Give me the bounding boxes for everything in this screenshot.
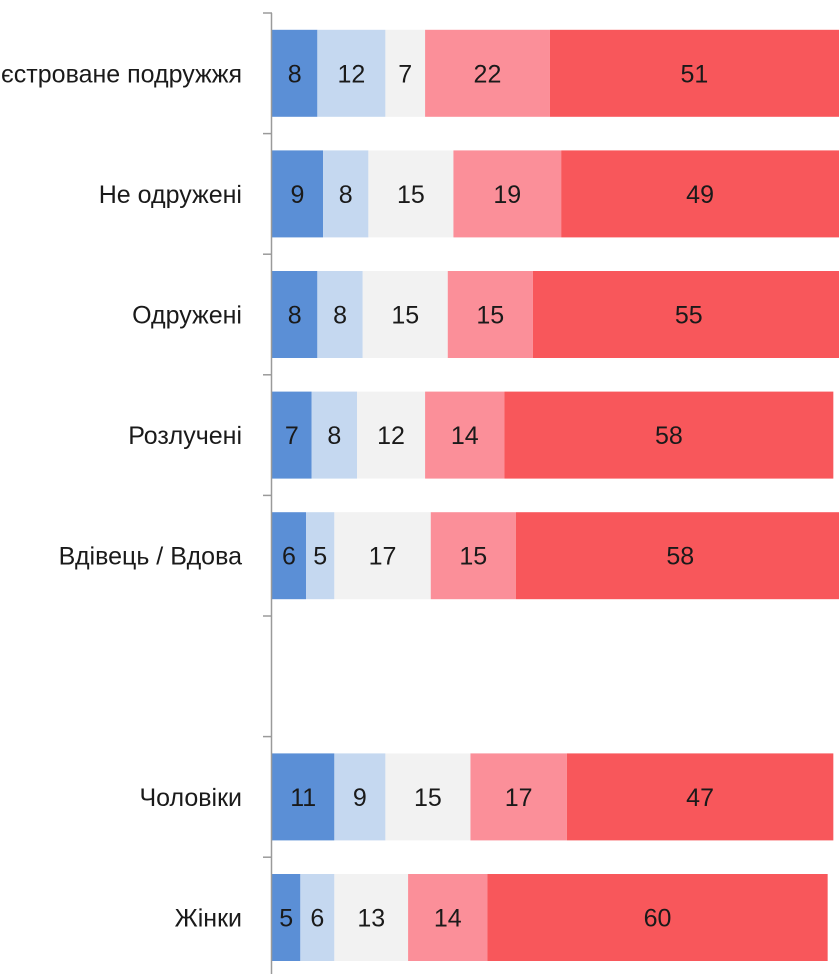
data-label: 8	[339, 181, 353, 209]
data-label: 15	[391, 302, 419, 330]
bar-segment	[357, 391, 426, 479]
category-label: Розлучені	[128, 422, 242, 450]
data-label: 60	[644, 905, 672, 933]
data-label: 11	[290, 784, 316, 812]
bars-layer: 8 12 7 22 519 8 15 19 498 8 15 15 557 8 12 14 586 5 17 15 58…	[272, 29, 839, 961]
data-label: 7	[285, 422, 299, 450]
category-axis	[263, 12, 273, 974]
category-label: Жінки	[175, 905, 242, 933]
bar-segment	[334, 874, 409, 961]
data-label: 14	[451, 422, 479, 450]
data-label: 17	[369, 543, 397, 571]
data-label: 8	[327, 422, 341, 450]
data-label: 58	[655, 422, 683, 450]
category-label: Одружені	[132, 302, 242, 330]
data-label: 12	[337, 60, 365, 88]
bar-segment	[334, 512, 431, 600]
bar-segment	[504, 391, 834, 479]
category-label: Вдівець / Вдова	[59, 543, 243, 571]
bar-segment	[549, 29, 839, 117]
data-label: 9	[353, 784, 367, 812]
bar-segment	[447, 271, 533, 358]
data-label: 12	[377, 422, 405, 450]
bar-segment	[311, 391, 358, 479]
bar-segment	[272, 271, 318, 358]
bar-segment	[272, 391, 312, 479]
bar-segment	[317, 271, 363, 358]
data-label: 13	[357, 905, 385, 933]
data-label: 7	[398, 60, 412, 88]
bar-segment	[532, 271, 839, 358]
bar-segment	[368, 150, 454, 238]
bar-segment	[470, 753, 567, 841]
data-label: 15	[414, 784, 442, 812]
bar-segment	[272, 150, 324, 238]
data-label: 17	[505, 784, 533, 812]
category-label: Не одружені	[99, 181, 242, 209]
data-label: 9	[291, 181, 305, 209]
data-label: 8	[333, 302, 347, 330]
data-label: 47	[686, 784, 714, 812]
bar-segment	[272, 29, 318, 117]
data-label: 15	[397, 181, 425, 209]
data-label: 8	[288, 302, 302, 330]
bar-segment	[323, 150, 369, 238]
data-label: 22	[474, 60, 502, 88]
bar-segment	[385, 29, 426, 117]
category-label: Незареєстроване подружжя	[0, 60, 242, 88]
data-label: 58	[666, 543, 694, 571]
data-label: 8	[288, 60, 302, 88]
bar-segment	[334, 753, 386, 841]
data-label: 6	[282, 543, 296, 571]
bar-segment	[515, 512, 839, 600]
bar-segment	[561, 150, 839, 238]
data-label: 49	[686, 181, 714, 209]
bar-segment	[272, 753, 335, 841]
category-labels-layer: Незареєстроване подружжя Не одружені Одруж…	[0, 60, 242, 932]
bar-segment	[272, 512, 307, 600]
data-label: 15	[476, 302, 504, 330]
bar-segment	[300, 874, 335, 961]
bar-segment	[408, 874, 488, 961]
category-label: Чоловіки	[139, 784, 242, 812]
bar-segment	[425, 391, 505, 479]
bar-segment	[362, 271, 448, 358]
data-label: 51	[681, 60, 709, 88]
bar-segment	[430, 512, 516, 600]
data-label: 5	[279, 905, 293, 933]
data-label: 19	[493, 181, 521, 209]
bar-segment	[272, 874, 301, 961]
data-label: 6	[310, 905, 324, 933]
data-label: 5	[313, 543, 327, 571]
data-label: 55	[675, 302, 703, 330]
bar-segment	[306, 512, 335, 600]
bar-segment	[453, 150, 562, 238]
bar-segment	[487, 874, 828, 961]
bar-segment	[566, 753, 834, 841]
data-label: 14	[434, 905, 462, 933]
bar-segment	[385, 753, 471, 841]
bar-segment	[425, 29, 550, 117]
data-label: 15	[459, 543, 487, 571]
bar-segment	[317, 29, 386, 117]
